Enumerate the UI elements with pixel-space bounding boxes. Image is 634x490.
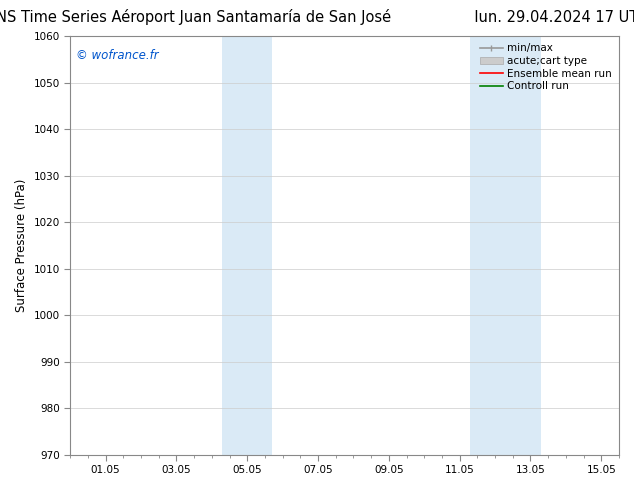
Text: ENS Time Series Aéroport Juan Santamaría de San José                  lun. 29.04: ENS Time Series Aéroport Juan Santamaría… <box>0 9 634 25</box>
Y-axis label: Surface Pressure (hPa): Surface Pressure (hPa) <box>15 179 28 312</box>
Bar <box>223 36 272 455</box>
Bar <box>470 36 541 455</box>
Legend: min/max, acute;cart type, Ensemble mean run, Controll run: min/max, acute;cart type, Ensemble mean … <box>476 39 616 96</box>
Text: © wofrance.fr: © wofrance.fr <box>75 49 158 62</box>
